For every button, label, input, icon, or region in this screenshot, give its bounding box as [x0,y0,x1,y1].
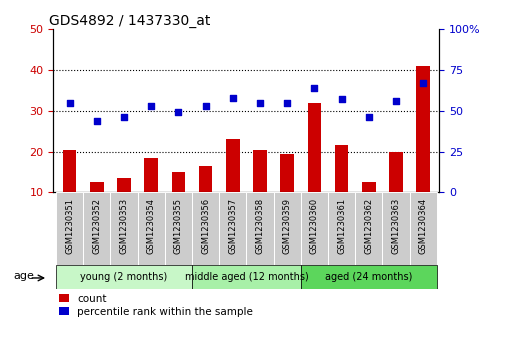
Point [419,80,427,86]
Bar [417,66,430,192]
Text: GSM1230360: GSM1230360 [310,198,319,254]
Point [392,98,400,104]
Bar [226,139,240,192]
Bar [63,150,76,192]
Point [120,114,128,120]
Bar [192,265,301,289]
Point [229,95,237,101]
Bar [383,192,409,265]
Text: aged (24 months): aged (24 months) [325,272,412,282]
Text: young (2 months): young (2 months) [80,272,168,282]
Bar [335,146,348,192]
Point [93,118,101,123]
Text: GSM1230362: GSM1230362 [364,198,373,254]
Legend: count, percentile rank within the sample: count, percentile rank within the sample [58,294,253,317]
Text: GSM1230363: GSM1230363 [392,198,400,254]
Text: GSM1230356: GSM1230356 [201,198,210,254]
Bar [56,192,83,265]
Bar [192,192,219,265]
Bar [246,192,274,265]
Bar [389,152,403,192]
Point [310,85,319,91]
Point [337,96,345,102]
Text: GSM1230354: GSM1230354 [147,198,156,254]
Bar [253,150,267,192]
Point [66,99,74,105]
Bar [90,182,104,192]
Text: GDS4892 / 1437330_at: GDS4892 / 1437330_at [49,14,211,28]
Bar [301,192,328,265]
Text: GSM1230351: GSM1230351 [65,198,74,254]
Text: GSM1230355: GSM1230355 [174,198,183,254]
Text: age: age [13,270,34,281]
Bar [280,154,294,192]
Point [147,103,155,109]
Text: GSM1230352: GSM1230352 [92,198,101,254]
Bar [409,192,437,265]
Bar [172,172,185,192]
Bar [362,182,375,192]
Bar [165,192,192,265]
Point [174,110,182,115]
Bar [117,178,131,192]
Point [365,114,373,120]
Text: GSM1230359: GSM1230359 [282,198,292,254]
Bar [199,166,212,192]
Bar [301,265,437,289]
Text: GSM1230353: GSM1230353 [119,198,129,254]
Text: GSM1230358: GSM1230358 [256,198,265,254]
Bar [274,192,301,265]
Bar [83,192,110,265]
Bar [219,192,246,265]
Bar [355,192,383,265]
Text: middle aged (12 months): middle aged (12 months) [184,272,308,282]
Text: GSM1230357: GSM1230357 [228,198,237,254]
Point [283,99,291,105]
Point [202,103,210,109]
Bar [328,192,355,265]
Bar [56,265,192,289]
Bar [138,192,165,265]
Point [256,99,264,105]
Text: GSM1230364: GSM1230364 [419,198,428,254]
Bar [144,158,158,192]
Text: GSM1230361: GSM1230361 [337,198,346,254]
Bar [307,102,321,192]
Bar [110,192,138,265]
